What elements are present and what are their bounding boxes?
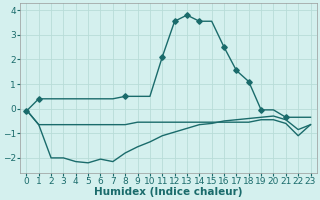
X-axis label: Humidex (Indice chaleur): Humidex (Indice chaleur) [94, 187, 243, 197]
